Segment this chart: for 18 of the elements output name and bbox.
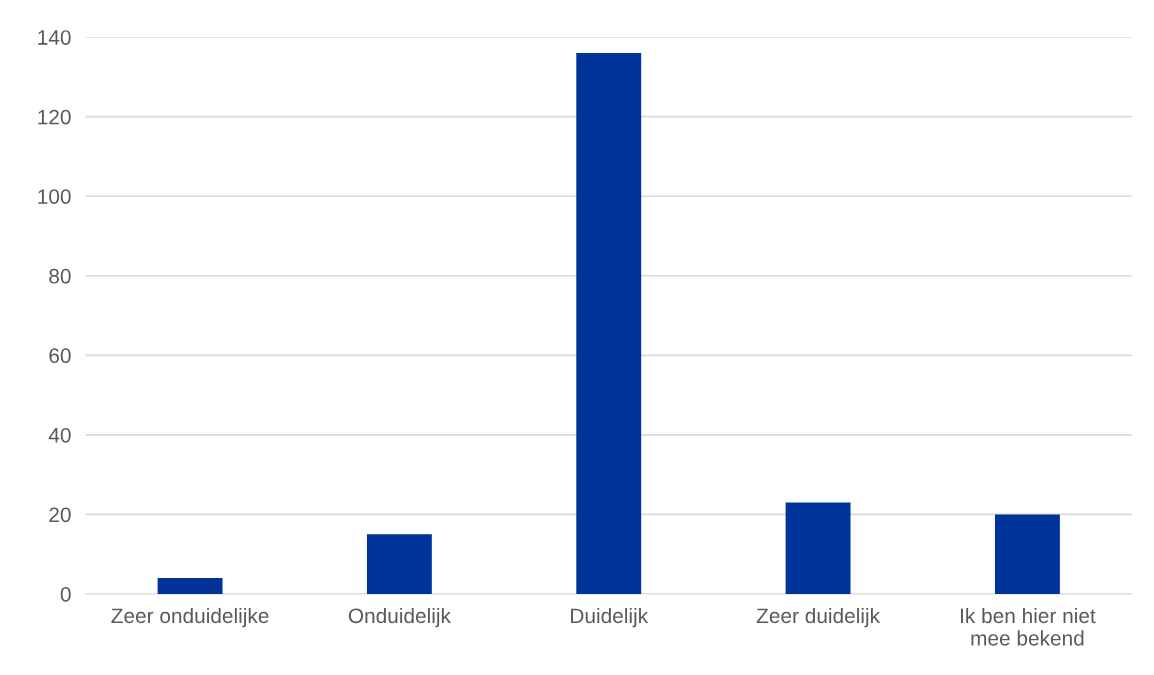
x-tick-label: Duidelijk xyxy=(571,607,649,628)
y-tick-label: 100 xyxy=(38,189,71,204)
x-tick-label: Zeer onduidelijke xyxy=(111,607,269,628)
bar xyxy=(785,502,851,594)
bar xyxy=(994,514,1060,594)
y-tick-label: 60 xyxy=(49,348,71,364)
bar xyxy=(157,578,223,594)
y-tick-label: 80 xyxy=(49,268,71,284)
bar xyxy=(576,53,642,594)
x-tick-label: Zeer duidelijk xyxy=(756,607,881,628)
y-tick-label: 0 xyxy=(60,587,71,602)
x-tick-label: Onduidelijk xyxy=(348,607,451,628)
bar xyxy=(366,534,432,594)
y-tick-label: 40 xyxy=(48,427,71,443)
x-tick-label: Ik ben hier niet mee bekend xyxy=(961,607,1096,646)
y-tick-label: 140 xyxy=(38,30,71,45)
y-tick-label: 120 xyxy=(38,109,71,125)
y-tick-label: 20 xyxy=(49,507,71,523)
